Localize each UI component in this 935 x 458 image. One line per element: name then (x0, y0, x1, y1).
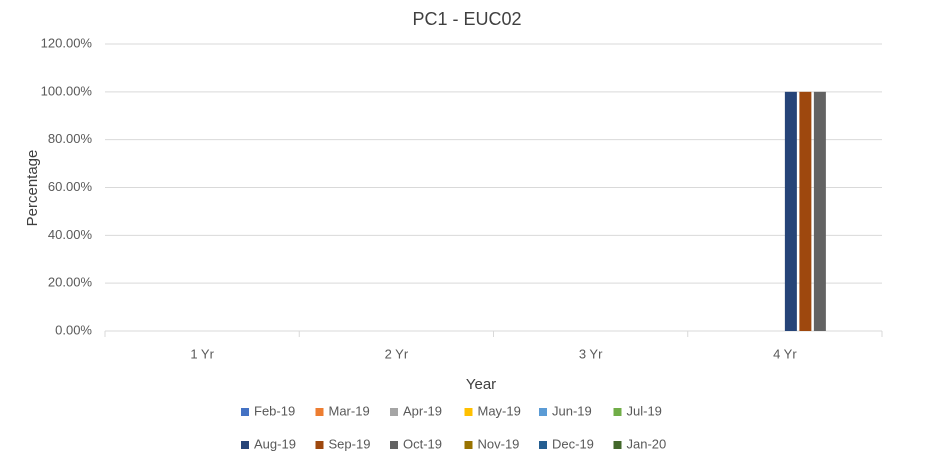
bar (813, 91, 826, 331)
y-tick-label: 80.00% (48, 131, 93, 146)
legend-label: Feb-19 (254, 403, 295, 418)
legend-swatch (613, 441, 622, 449)
legend-swatch (315, 408, 324, 416)
legend-swatch (390, 441, 398, 449)
legend-label: Apr-19 (403, 403, 442, 418)
legend-swatch (241, 408, 249, 416)
x-tick-label: 1 Yr (190, 346, 214, 361)
legend-swatch (539, 441, 547, 449)
legend-swatch (464, 441, 473, 449)
legend-label: Oct-19 (403, 436, 442, 451)
legend-swatch (613, 408, 622, 416)
legend-swatch (464, 408, 473, 416)
x-tick-label: 4 Yr (773, 346, 797, 361)
bar (784, 91, 797, 331)
y-axis-title: Percentage (24, 150, 41, 227)
y-tick-label: 100.00% (41, 83, 93, 98)
x-axis-title: Year (466, 376, 496, 393)
y-tick-label: 0.00% (55, 322, 92, 337)
y-tick-label: 60.00% (48, 179, 93, 194)
legend-label: Sep-19 (329, 436, 371, 451)
legend-label: Jan-20 (627, 436, 667, 451)
legend-label: May-19 (478, 403, 521, 418)
legend-label: Nov-19 (478, 436, 520, 451)
x-tick-label: 3 Yr (579, 346, 603, 361)
legend-label: Dec-19 (552, 436, 594, 451)
y-tick-label: 120.00% (41, 35, 93, 50)
legend-label: Jun-19 (552, 403, 592, 418)
y-tick-label: 20.00% (48, 275, 93, 290)
legend-swatch (539, 408, 547, 416)
y-tick-label: 40.00% (48, 227, 93, 242)
legend-swatch (241, 441, 249, 449)
legend-label: Aug-19 (254, 436, 296, 451)
legend-swatch (390, 408, 398, 416)
legend-label: Mar-19 (329, 403, 370, 418)
chart-title: PC1 - EUC02 (412, 9, 521, 29)
bar (799, 91, 812, 331)
x-tick-label: 2 Yr (385, 346, 409, 361)
legend-label: Jul-19 (627, 403, 662, 418)
legend-swatch (315, 441, 324, 449)
